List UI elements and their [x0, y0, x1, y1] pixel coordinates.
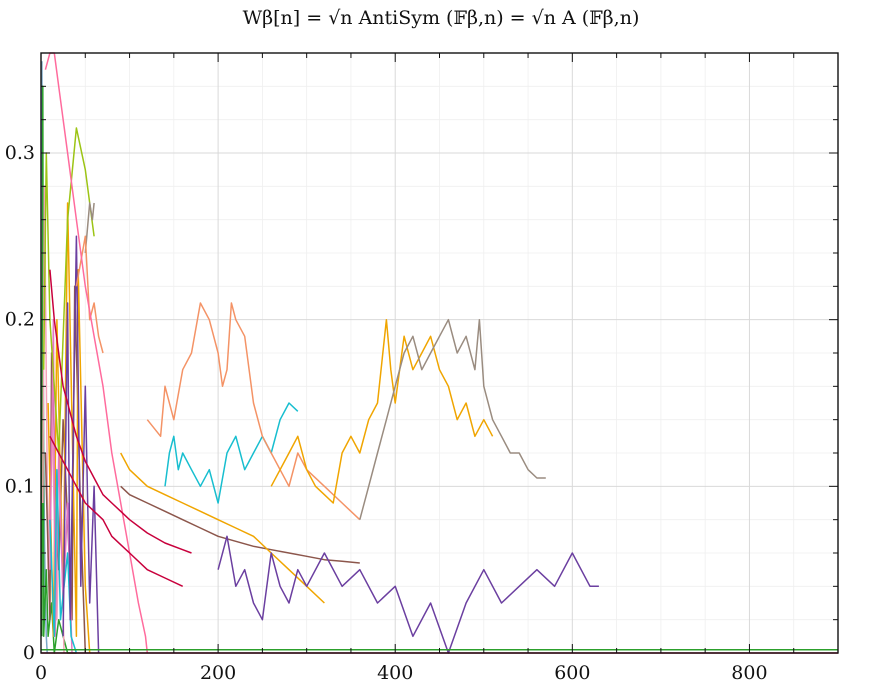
- series-line-16: [164, 402, 299, 504]
- x-tick-label: 400: [377, 662, 413, 684]
- x-tick-label: 0: [35, 662, 47, 684]
- y-tick-label: 0.2: [5, 309, 35, 331]
- series-line-14: [120, 485, 360, 564]
- chart-title: Wβ[n] = √n AntiSym (𝔽β,n) = √n A (𝔽β,n): [243, 7, 640, 29]
- series-line-20: [217, 535, 599, 654]
- series-line-15: [120, 452, 325, 604]
- series-line-17: [146, 302, 361, 521]
- series-line-6: [49, 468, 78, 654]
- series-line-19: [359, 318, 546, 520]
- y-tick-label: 0: [23, 642, 35, 664]
- series-line-12: [49, 269, 192, 554]
- y-tick-label: 0.1: [5, 475, 35, 497]
- series-line-10: [75, 235, 104, 354]
- x-tick-label: 200: [200, 662, 236, 684]
- series-line-8: [42, 127, 95, 454]
- series-line-13: [49, 435, 184, 587]
- series-line-11: [44, 52, 149, 654]
- x-tick-label: 800: [731, 662, 767, 684]
- series-line-18: [270, 318, 494, 504]
- y-axis-labels: 0 0.1 0.2 0.3: [5, 142, 35, 664]
- grid: [40, 52, 839, 654]
- x-axis-labels: 0 200 400 600 800: [35, 662, 768, 684]
- y-tick-label: 0.3: [5, 142, 35, 164]
- series-line-9: [84, 202, 95, 254]
- axis-ticks: [40, 52, 839, 654]
- x-tick-label: 600: [554, 662, 590, 684]
